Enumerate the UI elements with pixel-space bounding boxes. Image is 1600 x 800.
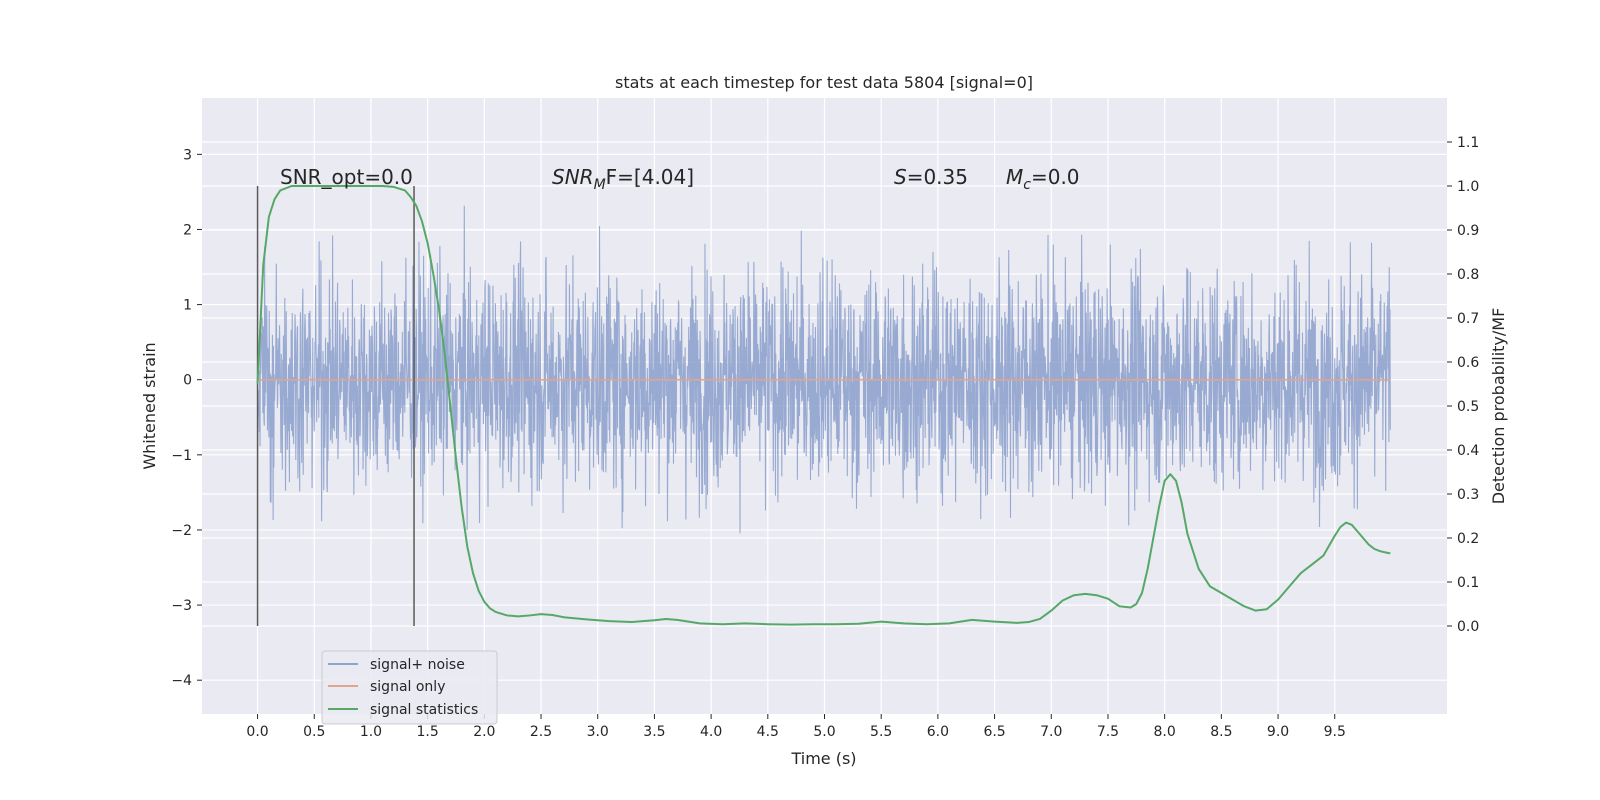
legend-label-signal-noise: signal+ noise <box>370 657 465 673</box>
y-left-tick-label: 2 <box>183 222 192 238</box>
y-left-tick-label: −3 <box>171 598 192 614</box>
annotation-snr-mf-main: SNR <box>552 165 594 189</box>
x-tick-label: 4.5 <box>757 724 779 740</box>
annotation-mc: Mc=0.0 <box>1006 165 1080 193</box>
annotation-s: S=0.35 <box>894 165 968 189</box>
series-signal-noise <box>257 205 1391 534</box>
legend-label-signal-statistics: signal statistics <box>370 702 478 718</box>
x-tick-label: 0.5 <box>303 724 325 740</box>
x-axis-ticks: 0.0 0.5 1.0 1.5 2.0 2.5 3.0 3.5 4.0 4.5 5.0 5.5 6.0 6… <box>246 714 1346 740</box>
vertical-markers <box>256 186 415 626</box>
x-tick-label: 3.5 <box>643 724 665 740</box>
y-axis-left-title: Whitened strain <box>140 342 159 469</box>
y-right-tick-label: 0.8 <box>1457 267 1479 283</box>
x-tick-label: 2.5 <box>530 724 552 740</box>
y-right-tick-label: 0.2 <box>1457 531 1479 547</box>
y-right-tick-label: 0.7 <box>1457 311 1479 327</box>
annotation-snr-mf: SNRMF=[4.04] <box>552 165 694 193</box>
noise-trace <box>257 205 1391 534</box>
y-right-tick-label: 0.4 <box>1457 443 1479 459</box>
x-tick-label: 9.5 <box>1324 724 1346 740</box>
y-left-tick-label: −4 <box>171 673 192 689</box>
annotation-snr-mf-rest: F=[4.04] <box>606 165 694 189</box>
annotation-mc-sub: c <box>1023 177 1031 193</box>
annotation-mc-var: M <box>1006 165 1023 189</box>
x-tick-label: 7.5 <box>1097 724 1119 740</box>
x-tick-label: 6.0 <box>927 724 949 740</box>
x-tick-label: 4.0 <box>700 724 722 740</box>
y-right-tick-label: 0.1 <box>1457 575 1479 591</box>
x-tick-label: 8.5 <box>1210 724 1232 740</box>
y-right-tick-label: 0.0 <box>1457 619 1479 635</box>
y-axis-left-ticks: 3 2 1 0 −1 −2 −3 −4 <box>171 147 202 689</box>
x-tick-label: 1.5 <box>417 724 439 740</box>
annotation-s-val: =0.35 <box>907 165 968 189</box>
y-right-tick-label: 1.1 <box>1457 135 1479 151</box>
y-left-tick-label: −2 <box>171 523 192 539</box>
annotation-snr-opt: SNR_opt=0.0 <box>280 165 413 189</box>
annotation-snr-mf-sub: M <box>594 177 606 193</box>
legend: signal+ noise signal only signal statist… <box>321 650 498 725</box>
y-right-tick-label: 0.3 <box>1457 487 1479 503</box>
x-axis-title: Time (s) <box>790 749 856 768</box>
series-signal-statistics <box>256 185 1391 626</box>
annotation-s-var: S <box>894 165 907 189</box>
x-tick-label: 6.5 <box>983 724 1005 740</box>
x-tick-label: 8.0 <box>1154 724 1176 740</box>
x-tick-label: 1.0 <box>360 724 382 740</box>
x-tick-label: 3.0 <box>587 724 609 740</box>
x-tick-label: 9.0 <box>1267 724 1289 740</box>
x-tick-label: 0.0 <box>246 724 268 740</box>
y-right-tick-label: 0.6 <box>1457 355 1479 371</box>
annotation-mc-val: =0.0 <box>1031 165 1080 189</box>
y-right-tick-label: 0.5 <box>1457 399 1479 415</box>
y-right-tick-label: 1.0 <box>1457 179 1479 195</box>
x-tick-label: 5.0 <box>813 724 835 740</box>
y-axis-right-ticks: 1.1 1.0 0.9 0.8 0.7 0.6 0.5 0.4 0.3 0.2 0.1 0.0 <box>1447 135 1479 635</box>
chart-title: stats at each timestep for test data 580… <box>615 73 1033 92</box>
y-left-tick-label: 0 <box>183 373 192 389</box>
x-tick-label: 5.5 <box>870 724 892 740</box>
x-tick-label: 7.0 <box>1040 724 1062 740</box>
y-left-tick-label: 1 <box>183 298 192 314</box>
y-right-tick-label: 0.9 <box>1457 223 1479 239</box>
legend-label-signal-only: signal only <box>370 679 445 695</box>
legend-box <box>321 650 498 725</box>
x-tick-label: 2.0 <box>473 724 495 740</box>
statistics-line <box>256 185 1391 626</box>
y-left-tick-label: 3 <box>183 147 192 163</box>
y-axis-right-title: Detection probability/MF <box>1489 308 1508 505</box>
y-left-tick-label: −1 <box>171 448 192 464</box>
